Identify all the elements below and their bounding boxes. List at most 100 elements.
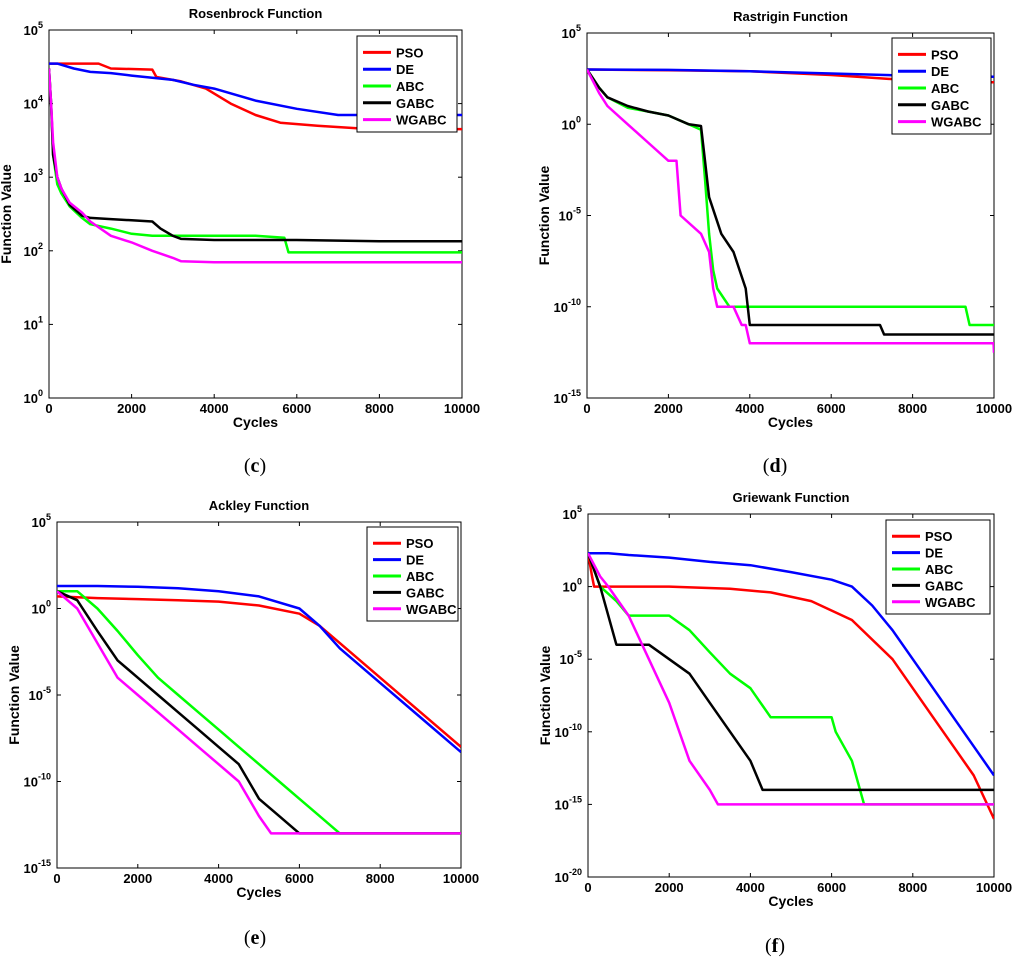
legend-label-de: DE (406, 553, 424, 568)
legend-label-gabc: GABC (406, 585, 445, 600)
legend-label-pso: PSO (925, 529, 952, 544)
x-tick-label: 4000 (200, 401, 229, 416)
y-tick-label: 10-5 (29, 685, 51, 703)
legend-label-abc: ABC (931, 81, 960, 96)
x-axis-label: Cycles (233, 414, 278, 430)
chart-panel-1: Rosenbrock Function 0 2000 4000 6000 8000 1000… (0, 6, 480, 430)
y-tick-label: 10-5 (559, 206, 581, 224)
x-axis-label: Cycles (768, 893, 813, 909)
y-tick-label: 10-15 (555, 794, 582, 812)
series-line-wgabc (588, 552, 994, 806)
y-tick-label: 101 (24, 314, 43, 332)
legend: PSO DE ABC GABC WGABC (356, 35, 458, 133)
series-line-de (49, 62, 462, 117)
panel-caption: (d) (763, 455, 787, 477)
legend-label-pso: PSO (396, 45, 423, 60)
chart-title: Rosenbrock Function (189, 6, 323, 21)
series-line-pso (57, 595, 461, 748)
legend-label-abc: ABC (406, 569, 435, 584)
legend: PSO DE ABC GABC WGABC (891, 37, 992, 135)
series-line-wgabc (57, 590, 461, 835)
y-tick-label: 10-5 (560, 649, 582, 667)
y-tick-label: 100 (24, 388, 43, 406)
y-tick-label: 105 (24, 20, 43, 38)
legend-label-de: DE (931, 64, 949, 79)
legend-label-gabc: GABC (931, 98, 970, 113)
x-tick-label: 10000 (976, 880, 1012, 895)
x-tick-label: 10000 (443, 871, 479, 886)
y-tick-label: 10-10 (24, 772, 51, 790)
legend-label-wgabc: WGABC (406, 602, 457, 617)
legend-label-wgabc: WGABC (931, 115, 982, 130)
x-tick-label: 0 (583, 401, 590, 416)
x-tick-label: 8000 (366, 871, 395, 886)
series-line-pso (49, 62, 462, 131)
x-tick-label: 8000 (898, 401, 927, 416)
y-tick-label: 105 (563, 504, 582, 522)
legend-label-gabc: GABC (925, 578, 964, 593)
series-line-wgabc (49, 68, 462, 264)
y-tick-label: 100 (563, 577, 582, 595)
y-axis-label: Function Value (6, 645, 22, 745)
series-line-abc (57, 589, 461, 835)
x-tick-label: 2000 (655, 880, 684, 895)
legend-label-wgabc: WGABC (396, 113, 447, 128)
x-tick-label: 10000 (976, 401, 1012, 416)
x-tick-label: 2000 (123, 871, 152, 886)
chart-title: Griewank Function (732, 490, 849, 505)
series-line-gabc (57, 590, 461, 835)
x-tick-label: 6000 (282, 401, 311, 416)
y-axis-label: Function Value (537, 646, 553, 746)
x-tick-label: 4000 (736, 880, 765, 895)
series-line-gabc (587, 68, 994, 336)
y-tick-label: 10-20 (555, 867, 582, 885)
legend-label-abc: ABC (396, 79, 425, 94)
x-axis-label: Cycles (236, 884, 281, 900)
chart-title: Rastrigin Function (733, 9, 848, 24)
y-tick-label: 105 (562, 23, 581, 41)
y-tick-label: 104 (24, 94, 43, 112)
chart-title: Ackley Function (209, 498, 309, 513)
series-line-de (57, 584, 461, 754)
panel-caption: (e) (244, 927, 266, 949)
panel-caption: (f) (765, 935, 785, 957)
series-line-wgabc (587, 68, 994, 353)
series-line-abc (587, 68, 994, 327)
chart-panel-3: Ackley Function 0 2000 4000 6000 8000 10000 Cyc… (6, 498, 479, 900)
y-tick-label: 10-15 (554, 388, 581, 406)
x-tick-label: 6000 (285, 871, 314, 886)
x-tick-label: 0 (53, 871, 60, 886)
x-tick-label: 8000 (365, 401, 394, 416)
y-axis-label: Function Value (0, 164, 14, 264)
y-axis-label: Function Value (536, 166, 552, 266)
x-tick-label: 0 (45, 401, 52, 416)
chart-panel-2: Rastrigin Function 0 2000 4000 6000 8000 10000… (536, 9, 1012, 430)
y-tick-label: 103 (24, 167, 43, 185)
x-tick-label: 0 (584, 880, 591, 895)
legend-label-de: DE (925, 546, 943, 561)
legend-label-gabc: GABC (396, 96, 435, 111)
legend-label-de: DE (396, 62, 414, 77)
x-tick-label: 8000 (898, 880, 927, 895)
y-tick-label: 102 (24, 241, 43, 259)
panel-caption: (c) (244, 455, 266, 477)
legend-label-pso: PSO (931, 47, 958, 62)
y-tick-label: 10-15 (24, 858, 51, 876)
y-tick-label: 10-10 (555, 722, 582, 740)
y-tick-label: 105 (32, 512, 51, 530)
legend-label-abc: ABC (925, 562, 954, 577)
x-tick-label: 2000 (654, 401, 683, 416)
x-tick-label: 6000 (817, 401, 846, 416)
x-tick-label: 2000 (117, 401, 146, 416)
x-tick-label: 4000 (204, 871, 233, 886)
x-tick-label: 6000 (817, 880, 846, 895)
legend-label-pso: PSO (406, 536, 433, 551)
x-tick-label: 10000 (444, 401, 480, 416)
x-axis-label: Cycles (768, 414, 813, 430)
legend-label-wgabc: WGABC (925, 595, 976, 610)
series-line-pso (588, 552, 994, 820)
chart-panel-4: Griewank Function 0 2000 4000 6000 8000 10000 C… (537, 490, 1012, 909)
y-tick-label: 10-10 (554, 297, 581, 315)
series-line-de (588, 551, 994, 777)
